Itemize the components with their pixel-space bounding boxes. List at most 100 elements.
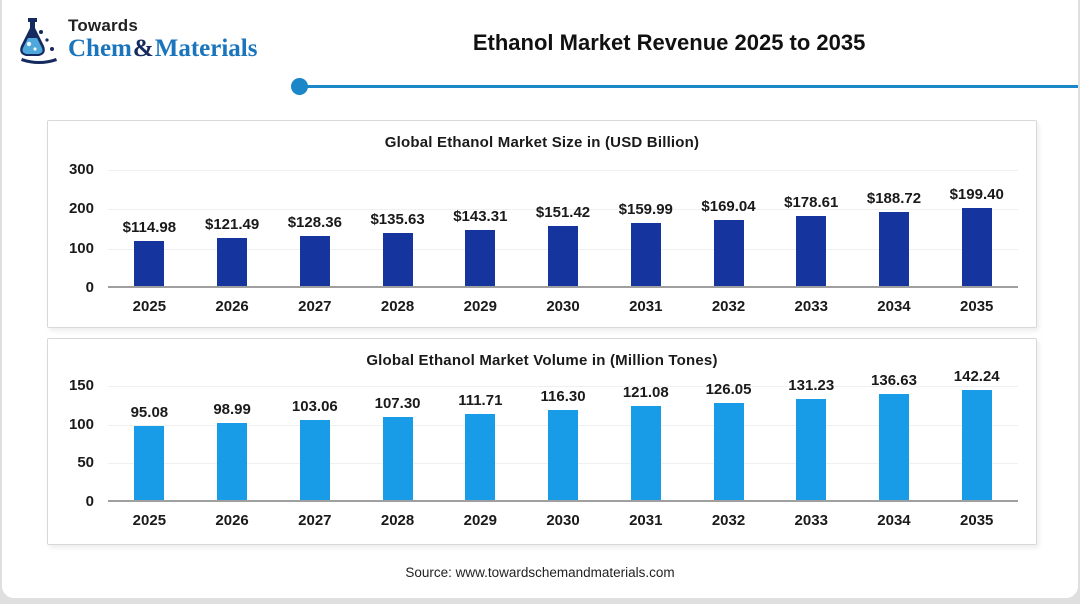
bar-chart-market-size: 300 200 100 0 $114.98 $121.49 $128.36 $135.63 $… [58, 161, 1018, 320]
bar-value-label: $159.99 [618, 201, 673, 219]
x-tick-label: 2030 [546, 512, 580, 529]
bar-slot: $151.42 [522, 204, 605, 286]
x-tick-label: 2025 [132, 298, 167, 315]
x-tick-label: 2031 [629, 298, 663, 315]
bar [796, 398, 827, 500]
x-tick-label: 2034 [877, 298, 911, 315]
bar-chart-market-volume: 150 100 50 0 95.08 98.99 103.06 107.30 111.71 11… [58, 368, 1018, 534]
x-tick-label: 2029 [463, 298, 497, 315]
bar-value-label: 136.63 [871, 372, 917, 390]
bar-value-label: 121.08 [622, 384, 669, 402]
bar-slot: 98.99 [191, 401, 274, 500]
x-axis: 2025 2026 2027 2028 2029 2030 2031 2032 2033 2034… [108, 502, 1018, 534]
bar-slot: $128.36 [273, 214, 356, 286]
brand-chem: Chem [68, 35, 132, 62]
brand-ampersand: & [132, 35, 154, 62]
bar-slot: 111.71 [439, 392, 522, 500]
bar-slot: 136.63 [853, 372, 936, 500]
chart-panel-market-size: Global Ethanol Market Size in (USD Billi… [47, 120, 1037, 328]
brand-text: Towards Chem&Materials [68, 16, 257, 62]
x-tick-label: 2035 [960, 298, 994, 315]
x-tick-label: 2025 [132, 512, 167, 529]
bar-slot: 126.05 [687, 381, 770, 500]
bar [548, 226, 579, 286]
bar-slot: 142.24 [935, 368, 1018, 500]
page-title: Ethanol Market Revenue 2025 to 2035 [472, 30, 866, 55]
bar-slot: $121.49 [191, 216, 274, 286]
x-tick-label: 2031 [629, 512, 663, 529]
x-tick-label: 2027 [298, 298, 332, 315]
plot-area: 95.08 98.99 103.06 107.30 111.71 116.30 121.08… [108, 368, 1018, 502]
x-tick-label: 2030 [546, 298, 580, 315]
y-tick-label: 0 [85, 279, 94, 296]
bar-value-label: $151.42 [535, 204, 591, 222]
bar-slot: $199.40 [935, 186, 1018, 286]
bar-value-label: $114.98 [122, 218, 177, 236]
bar-slot: 116.30 [522, 388, 605, 500]
bar [713, 219, 744, 286]
bar-value-label: 107.30 [374, 395, 421, 413]
bar [217, 423, 248, 500]
bar [713, 402, 744, 500]
x-axis: 2025 2026 2027 2028 2029 2030 2031 2032 2033 2034… [108, 288, 1018, 320]
bar-slot: 95.08 [108, 404, 191, 500]
bar-value-label: $121.49 [204, 216, 260, 234]
bar-slot: 121.08 [604, 384, 687, 500]
bar-value-label: 111.71 [458, 391, 503, 409]
bar [878, 211, 909, 286]
bar [961, 207, 992, 286]
gridline [108, 170, 1018, 171]
bar [630, 223, 661, 286]
y-tick-label: 300 [68, 161, 94, 178]
bar-value-label: 103.06 [291, 398, 338, 416]
bar [465, 413, 496, 500]
bar-slot: 131.23 [770, 377, 853, 500]
bar [630, 406, 661, 500]
x-tick-label: 2034 [877, 512, 911, 529]
flask-icon [20, 18, 57, 64]
bar-value-label: 95.08 [130, 404, 169, 422]
bar [217, 238, 248, 286]
plot-area: $114.98 $121.49 $128.36 $135.63 $143.31 $151.… [108, 170, 1018, 288]
bar-slot: 107.30 [356, 395, 439, 500]
x-tick-label: 2028 [380, 298, 415, 315]
bar-slot: $169.04 [687, 198, 770, 286]
bar-value-label: 131.23 [788, 376, 835, 394]
y-tick-label: 100 [68, 239, 94, 257]
bar-slot: $135.63 [356, 211, 439, 286]
gridline [108, 386, 1018, 387]
plot-column: 95.08 98.99 103.06 107.30 111.71 116.30 121.08… [108, 368, 1018, 534]
bar-slot: $159.99 [604, 201, 687, 286]
bar [382, 232, 413, 286]
bar-slot: $114.98 [108, 219, 191, 286]
bar [878, 394, 909, 500]
bar-value-label: $169.04 [701, 197, 756, 215]
accent-dot [291, 78, 308, 95]
header: Towards Chem&Materials Ethanol Market Re… [2, 0, 1078, 100]
bar-slot: $188.72 [853, 190, 936, 286]
bar-slot: $178.61 [770, 194, 853, 286]
y-tick-label: 150 [68, 377, 94, 394]
bar [465, 229, 496, 286]
bar [134, 240, 165, 286]
bar-value-label: $143.31 [453, 207, 508, 225]
bar-value-label: $135.63 [370, 210, 425, 228]
accent-rule [300, 85, 1078, 88]
brand-towards: Towards [68, 16, 139, 35]
bar [134, 426, 165, 500]
bar [961, 390, 992, 500]
bar-value-label: 116.30 [540, 388, 586, 406]
x-tick-label: 2026 [215, 298, 249, 315]
bar-value-label: $128.36 [287, 213, 342, 231]
bar [382, 417, 413, 500]
bar [796, 215, 827, 286]
plot-column: $114.98 $121.49 $128.36 $135.63 $143.31 $151.… [108, 170, 1018, 320]
y-axis: 150 100 50 0 [58, 377, 108, 510]
bar [299, 235, 330, 286]
gridline [108, 209, 1018, 211]
y-tick-label: 50 [77, 454, 94, 472]
brand-logo: Towards Chem&Materials [16, 16, 257, 66]
bar [299, 420, 330, 500]
y-axis: 300 200 100 0 [58, 161, 108, 296]
